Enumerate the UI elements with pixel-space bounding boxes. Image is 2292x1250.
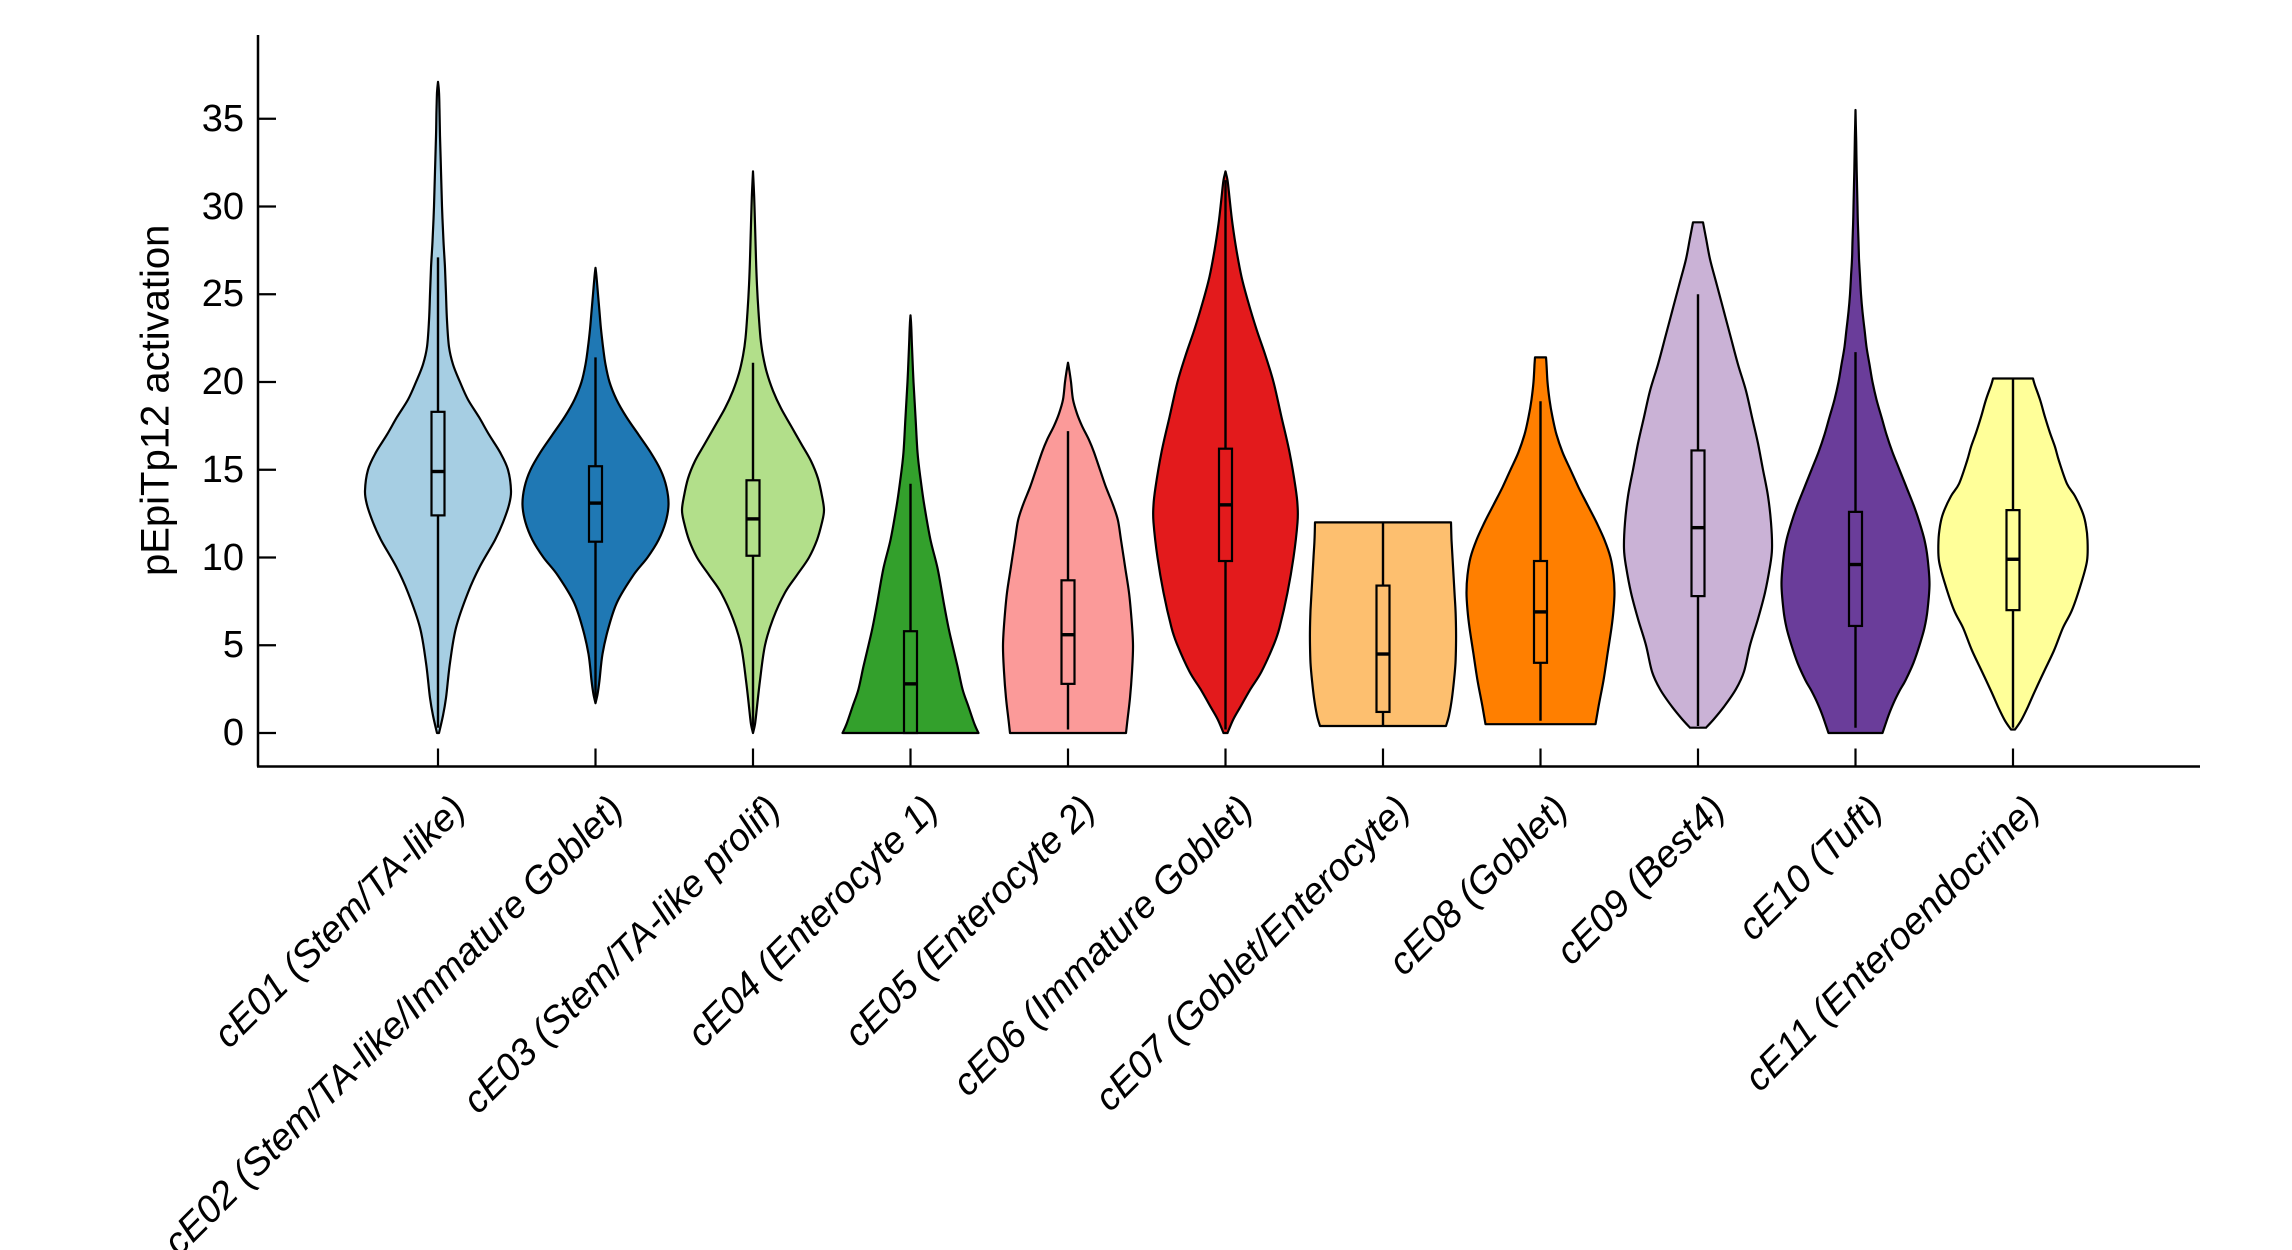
violin-cE01 [363,80,513,735]
violin-cE02 [521,266,670,705]
violin-cE05 [1001,361,1135,735]
violin-cE08 [1465,356,1616,726]
violin-shape [1152,170,1299,735]
axes [256,35,2200,768]
violin-cE04 [841,314,980,735]
box [430,410,446,517]
y-tick-label: 30 [201,185,244,228]
box [1847,510,1864,628]
violin-cE07 [1308,521,1458,728]
box [1060,579,1076,685]
y-tick-label: 5 [222,624,244,667]
y-tick-label: 15 [201,448,244,491]
y-tick-label: 0 [222,712,244,754]
box [1690,449,1706,598]
violin-shape [521,266,670,705]
y-tick-label: 10 [201,536,244,579]
violin-shape [1937,377,2089,731]
violin-cE11 [1937,377,2089,731]
violin-cE06 [1152,170,1299,735]
violin-cE09 [1622,221,1774,729]
y-tick-label: 25 [201,273,244,316]
y-tick-label: 35 [201,97,244,140]
violin-cE03 [680,170,826,735]
y-axis-label: pEpiTp12 activation [133,224,178,577]
box [1375,584,1391,714]
y-tick-label: 20 [201,361,244,403]
box [902,630,919,735]
violin-cE10 [1780,108,1931,735]
violin-shape [1308,521,1458,728]
violin-shape [1622,221,1774,729]
